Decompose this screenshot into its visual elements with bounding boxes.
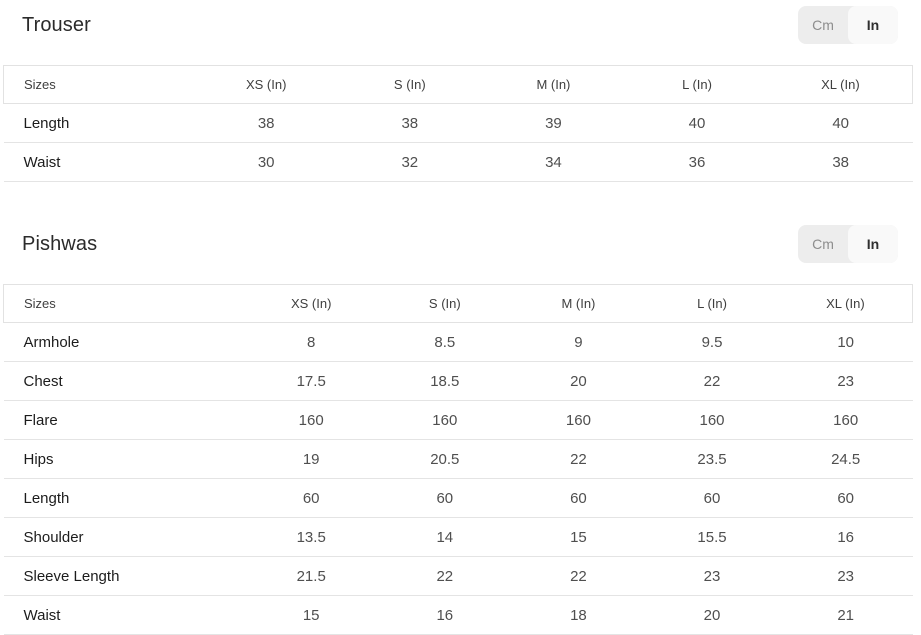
column-header: M (In) xyxy=(511,284,646,323)
cell-value: 36 xyxy=(625,142,769,182)
table-header-row: Sizes XS (In) S (In) M (In) L (In) XL (In) xyxy=(3,284,913,323)
cell-value: 23.5 xyxy=(645,439,779,479)
cell-value: 22 xyxy=(378,556,512,596)
row-label: Waist xyxy=(3,595,245,635)
table-row: Waist 30 32 34 36 38 xyxy=(3,142,913,182)
cell-value: 23 xyxy=(778,361,913,401)
section-trouser: Trouser Cm In Sizes XS (In) S (In) M (In) L (… xyxy=(3,5,913,182)
section-header: Pishwas Cm In xyxy=(3,224,913,264)
cell-value: 160 xyxy=(511,400,646,440)
column-header-sizes: Sizes xyxy=(3,284,245,323)
column-header-sizes: Sizes xyxy=(3,65,195,104)
column-header: XS (In) xyxy=(194,65,338,104)
column-header: S (In) xyxy=(378,284,512,323)
cell-value: 17.5 xyxy=(244,361,378,401)
cell-value: 19 xyxy=(244,439,378,479)
cell-value: 14 xyxy=(378,517,512,557)
cell-value: 40 xyxy=(768,103,913,143)
column-header: S (In) xyxy=(338,65,482,104)
cell-value: 9 xyxy=(511,322,646,362)
section-header: Trouser Cm In xyxy=(3,5,913,45)
table-row: Shoulder 13.5 14 15 15.5 16 xyxy=(3,517,913,557)
cell-value: 38 xyxy=(768,142,913,182)
cell-value: 60 xyxy=(645,478,779,518)
unit-cm-button[interactable]: Cm xyxy=(798,6,848,44)
size-table-pishwas: Sizes XS (In) S (In) M (In) L (In) XL (In) Ar… xyxy=(3,284,913,635)
column-header: XL (In) xyxy=(778,284,913,323)
cell-value: 60 xyxy=(244,478,378,518)
cell-value: 23 xyxy=(645,556,779,596)
cell-value: 30 xyxy=(194,142,338,182)
unit-cm-button[interactable]: Cm xyxy=(798,225,848,263)
cell-value: 13.5 xyxy=(244,517,378,557)
row-label: Chest xyxy=(3,361,245,401)
table-row: Length 60 60 60 60 60 xyxy=(3,478,913,518)
table-row: Armhole 8 8.5 9 9.5 10 xyxy=(3,322,913,362)
cell-value: 22 xyxy=(511,439,646,479)
cell-value: 160 xyxy=(645,400,779,440)
unit-toggle: Cm In xyxy=(798,225,898,263)
column-header: L (In) xyxy=(625,65,769,104)
cell-value: 24.5 xyxy=(778,439,913,479)
cell-value: 22 xyxy=(645,361,779,401)
section-pishwas: Pishwas Cm In Sizes XS (In) S (In) M (In) L (… xyxy=(3,224,913,635)
row-label: Waist xyxy=(3,142,195,182)
column-header: XS (In) xyxy=(244,284,378,323)
section-title: Trouser xyxy=(22,13,91,36)
size-table-trouser: Sizes XS (In) S (In) M (In) L (In) XL (In) Le… xyxy=(3,65,913,182)
table-row: Waist 15 16 18 20 21 xyxy=(3,595,913,635)
cell-value: 21.5 xyxy=(244,556,378,596)
row-label: Length xyxy=(3,103,195,143)
cell-value: 8.5 xyxy=(378,322,512,362)
cell-value: 22 xyxy=(511,556,646,596)
cell-value: 21 xyxy=(778,595,913,635)
cell-value: 38 xyxy=(194,103,338,143)
cell-value: 15.5 xyxy=(645,517,779,557)
column-header: L (In) xyxy=(645,284,779,323)
table-row: Hips 19 20.5 22 23.5 24.5 xyxy=(3,439,913,479)
cell-value: 160 xyxy=(378,400,512,440)
cell-value: 20.5 xyxy=(378,439,512,479)
table-header-row: Sizes XS (In) S (In) M (In) L (In) XL (In) xyxy=(3,65,913,104)
table-row: Flare 160 160 160 160 160 xyxy=(3,400,913,440)
unit-in-button[interactable]: In xyxy=(848,225,898,263)
cell-value: 34 xyxy=(481,142,626,182)
cell-value: 32 xyxy=(338,142,482,182)
row-label: Shoulder xyxy=(3,517,245,557)
column-header: M (In) xyxy=(481,65,626,104)
cell-value: 60 xyxy=(511,478,646,518)
cell-value: 18.5 xyxy=(378,361,512,401)
cell-value: 23 xyxy=(778,556,913,596)
row-label: Sleeve Length xyxy=(3,556,245,596)
cell-value: 160 xyxy=(244,400,378,440)
cell-value: 16 xyxy=(778,517,913,557)
row-label: Length xyxy=(3,478,245,518)
cell-value: 60 xyxy=(778,478,913,518)
cell-value: 20 xyxy=(645,595,779,635)
cell-value: 60 xyxy=(378,478,512,518)
table-row: Length 38 38 39 40 40 xyxy=(3,103,913,143)
row-label: Hips xyxy=(3,439,245,479)
cell-value: 8 xyxy=(244,322,378,362)
cell-value: 16 xyxy=(378,595,512,635)
cell-value: 40 xyxy=(625,103,769,143)
row-label: Armhole xyxy=(3,322,245,362)
cell-value: 39 xyxy=(481,103,626,143)
unit-in-button[interactable]: In xyxy=(848,6,898,44)
cell-value: 9.5 xyxy=(645,322,779,362)
cell-value: 15 xyxy=(511,517,646,557)
table-row: Chest 17.5 18.5 20 22 23 xyxy=(3,361,913,401)
cell-value: 10 xyxy=(778,322,913,362)
cell-value: 38 xyxy=(338,103,482,143)
unit-toggle: Cm In xyxy=(798,6,898,44)
cell-value: 160 xyxy=(778,400,913,440)
column-header: XL (In) xyxy=(768,65,913,104)
section-title: Pishwas xyxy=(22,232,98,255)
cell-value: 20 xyxy=(511,361,646,401)
table-row: Sleeve Length 21.5 22 22 23 23 xyxy=(3,556,913,596)
cell-value: 18 xyxy=(511,595,646,635)
row-label: Flare xyxy=(3,400,245,440)
cell-value: 15 xyxy=(244,595,378,635)
